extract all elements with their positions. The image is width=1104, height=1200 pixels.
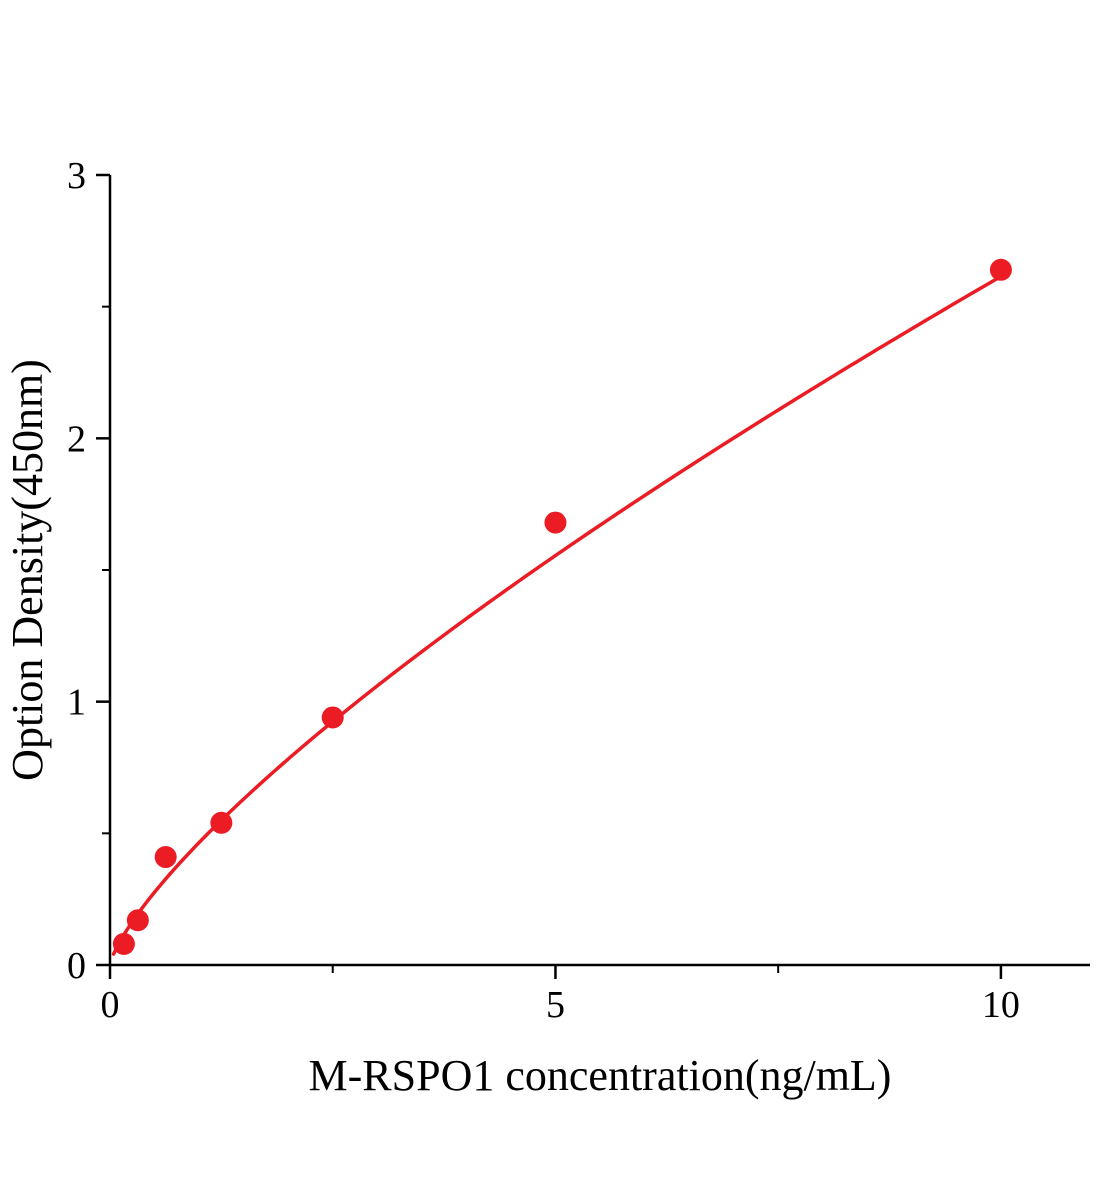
data-point — [544, 511, 567, 534]
x-tick-label: 10 — [982, 984, 1020, 1026]
axes — [108, 175, 1090, 967]
data-point — [210, 811, 233, 834]
data-point — [154, 846, 177, 869]
y-tick-label: 3 — [67, 155, 86, 197]
y-tick-label: 1 — [67, 682, 86, 724]
data-point — [126, 909, 149, 932]
data-point — [989, 258, 1012, 281]
tick-marks — [96, 173, 1003, 979]
y-tick-label: 0 — [67, 945, 86, 987]
data-points — [112, 258, 1012, 955]
tick-labels: 0 5 10 0 1 2 3 — [67, 155, 1020, 1026]
y-tick-label: 2 — [67, 418, 86, 460]
data-point — [321, 706, 344, 729]
x-tick-label: 0 — [101, 984, 120, 1026]
data-point — [112, 932, 135, 955]
y-axis-title: Option Density(450nm) — [3, 359, 52, 781]
fit-curve — [111, 274, 1003, 956]
x-axis-title: M-RSPO1 concentration(ng/mL) — [309, 1051, 892, 1100]
x-tick-label: 5 — [546, 984, 565, 1026]
